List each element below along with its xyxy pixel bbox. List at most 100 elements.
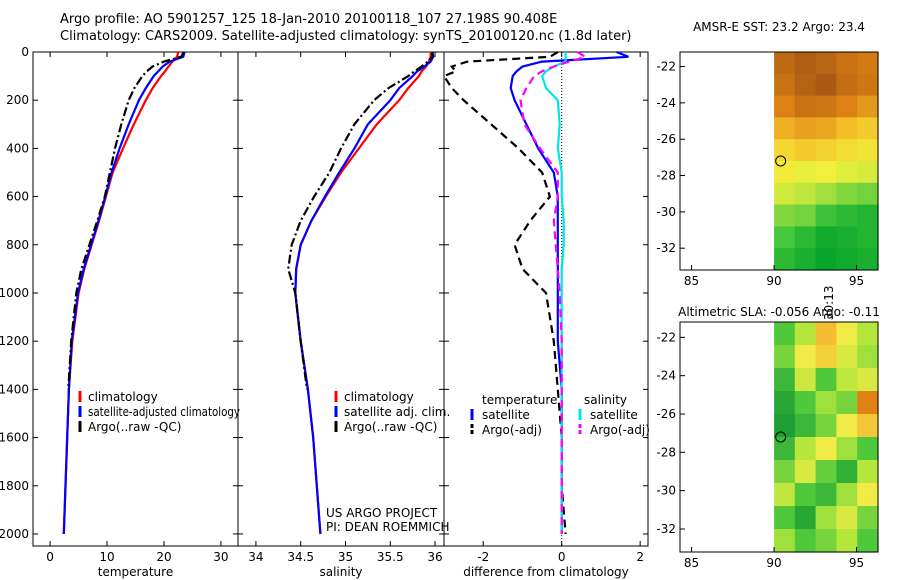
difference-legend-label: Argo(-adj) (482, 423, 542, 437)
difference-legend-label: Argo(-adj) (590, 423, 650, 437)
sla-map-cell (836, 460, 858, 484)
sla-map-ytick-label: -32 (656, 522, 676, 536)
sst-map-cell (836, 117, 858, 140)
sla-map-cell (857, 437, 879, 461)
sst-map-ytick-label: -32 (656, 241, 676, 255)
sla-map-cell (794, 345, 817, 369)
sst-map-title: AMSR-E SST: 23.2 Argo: 23.4 (693, 20, 865, 34)
depth-tick-label: 1800 (0, 479, 29, 493)
sst-map-cell (774, 182, 796, 206)
sst-map-xtick-label: 90 (766, 274, 781, 288)
sla-map-cell (774, 345, 796, 369)
sla-map-cell (774, 506, 796, 530)
difference-legend-title: temperature (482, 393, 557, 407)
sla-map-cell (794, 368, 817, 392)
temperature-legend-label: satellite-adjusted climatology (88, 405, 240, 419)
sla-map-argo-marker (775, 431, 787, 443)
sla-map-cell (857, 414, 879, 438)
credit-pi: PI: DEAN ROEMMICH (326, 520, 450, 534)
sla-map-cell (774, 460, 796, 484)
sst-map-cell (857, 182, 879, 206)
temperature-legend-label: Argo(..raw -QC) (88, 420, 181, 434)
sla-map-cell (836, 437, 858, 461)
depth-tick-label: 1600 (0, 431, 29, 445)
difference-legend-label: satellite (590, 408, 638, 422)
sla-map-cell (857, 345, 879, 369)
sla-map-xtick-label: 85 (684, 556, 699, 570)
salinity-frame (237, 51, 445, 547)
temperature-legend-label: climatology (88, 390, 158, 404)
depth-tick-label: 200 (6, 93, 29, 107)
sst-map-ytick-label: -22 (656, 60, 676, 74)
sla-map-cell (774, 322, 796, 346)
sst-map-cell (815, 182, 837, 206)
sla-map-cell (774, 529, 796, 553)
sla-map-frame (679, 321, 879, 553)
sla-map-cell (836, 506, 858, 530)
salinity-xtick-label: 35 (338, 550, 353, 564)
sst-map-cell (794, 117, 817, 140)
sst-map-cell (836, 182, 858, 206)
temperature-frame (32, 51, 239, 547)
difference-frame (443, 51, 649, 547)
sst-map-cell (836, 73, 858, 97)
credit-project: US ARGO PROJECT (326, 506, 438, 520)
sst-map-cell (836, 139, 858, 162)
sst-map-cell (774, 73, 796, 97)
sla-map-cell (857, 368, 879, 392)
sla-map-cell (857, 391, 879, 415)
sla-map-cell (774, 391, 796, 415)
temperature-xtick-label: 0 (46, 550, 54, 564)
sla-map-cell (794, 322, 817, 346)
sst-map-cell (815, 204, 837, 227)
sst-map-xtick-label: 95 (849, 274, 864, 288)
sla-map-cell (794, 483, 817, 507)
sla-map-cell (836, 368, 858, 392)
sla-map-cell (836, 391, 858, 415)
sla-map-cell (815, 345, 837, 369)
sla-map-cell (857, 460, 879, 484)
sst-map-cell (774, 248, 796, 271)
sst-map-cell (815, 248, 837, 271)
header-line-1: Argo profile: AO 5901257_125 18-Jan-2010… (60, 12, 558, 27)
sst-map-cell (857, 248, 879, 271)
depth-tick-label: 2000 (0, 527, 29, 541)
sst-map-cell (794, 204, 817, 227)
sst-map-cell (774, 161, 796, 184)
difference-series-line (519, 51, 588, 534)
sst-map-cell (836, 95, 858, 118)
salinity-series-line (287, 52, 434, 390)
temperature-xlabel: temperature (98, 565, 173, 579)
temperature-xtick-label: 30 (213, 550, 228, 564)
temperature-xtick-label: 10 (99, 550, 114, 564)
sla-map-ytick-label: -22 (656, 330, 676, 344)
difference-xtick-label: 2 (636, 550, 644, 564)
depth-tick-label: 800 (6, 238, 29, 252)
sst-map-cell (794, 139, 817, 162)
difference-xtick-label: 0 (558, 550, 566, 564)
sla-map-cell (815, 368, 837, 392)
sst-map-cell (857, 161, 879, 184)
salinity-legend-label: Argo(..raw -QC) (344, 420, 437, 434)
sla-map-cell (815, 414, 837, 438)
sst-map-ytick-label: -28 (656, 169, 676, 183)
sla-map-ytick-label: -24 (656, 369, 676, 383)
header-line-2: Climatology: CARS2009. Satellite-adjuste… (60, 29, 632, 44)
temperature-series-line (62, 51, 186, 535)
sst-map-ytick-label: -30 (656, 205, 676, 219)
difference-xtick-label: -2 (477, 550, 489, 564)
sst-map-cell (774, 95, 796, 118)
sla-map-xtick-label: 90 (766, 556, 781, 570)
sst-map-cell (857, 117, 879, 140)
sla-map-ytick-label: -30 (656, 484, 676, 498)
sla-map-ytick-label: -28 (656, 445, 676, 459)
sla-map-cell (857, 529, 879, 553)
sst-map-cell (815, 226, 837, 249)
difference-legend-label: satellite (482, 408, 530, 422)
depth-tick-label: 1000 (0, 286, 29, 300)
sst-map-cell (794, 73, 817, 97)
salinity-legend-label: satellite adj. clim. (344, 405, 450, 419)
sla-map-cell (794, 460, 817, 484)
sst-map-cell (815, 95, 837, 118)
